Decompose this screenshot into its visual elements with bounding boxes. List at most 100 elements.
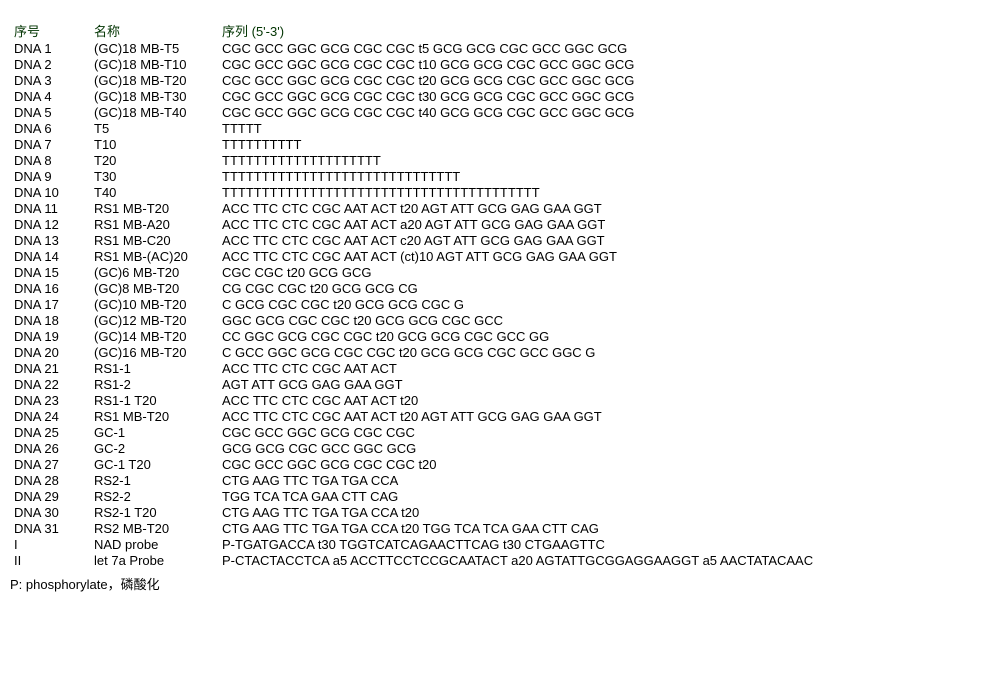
cell-name: RS2-1 T20 (90, 504, 218, 520)
cell-seq: ACC TTC CTC CGC AAT ACT t20 (218, 392, 990, 408)
table-row: DNA 4(GC)18 MB-T30CGC GCC GGC GCG CGC CG… (10, 88, 990, 104)
cell-seq: ACC TTC CTC CGC AAT ACT t20 AGT ATT GCG … (218, 408, 990, 424)
cell-seq: CC GGC GCG CGC CGC t20 GCG GCG CGC GCC G… (218, 328, 990, 344)
cell-seq: CGC GCC GGC GCG CGC CGC t40 GCG GCG CGC … (218, 104, 990, 120)
table-row: DNA 11RS1 MB-T20ACC TTC CTC CGC AAT ACT … (10, 200, 990, 216)
table-row: DNA 1(GC)18 MB-T5CGC GCC GGC GCG CGC CGC… (10, 40, 990, 56)
cell-id: DNA 30 (10, 504, 90, 520)
cell-name: RS1-1 T20 (90, 392, 218, 408)
cell-id: DNA 6 (10, 120, 90, 136)
cell-seq: GGC GCG CGC CGC t20 GCG GCG CGC GCC (218, 312, 990, 328)
cell-id: DNA 15 (10, 264, 90, 280)
cell-seq: CGC GCC GGC GCG CGC CGC (218, 424, 990, 440)
cell-name: RS1-2 (90, 376, 218, 392)
cell-name: RS2 MB-T20 (90, 520, 218, 536)
cell-id: DNA 23 (10, 392, 90, 408)
cell-name: (GC)10 MB-T20 (90, 296, 218, 312)
cell-id: DNA 24 (10, 408, 90, 424)
cell-id: DNA 26 (10, 440, 90, 456)
cell-id: I (10, 536, 90, 552)
cell-id: DNA 17 (10, 296, 90, 312)
table-row: DNA 28RS2-1CTG AAG TTC TGA TGA CCA (10, 472, 990, 488)
cell-seq: TTTTTTTTTTTTTTTTTTTTTTTTTTTTTT (218, 168, 990, 184)
cell-seq: ACC TTC CTC CGC AAT ACT (ct)10 AGT ATT G… (218, 248, 990, 264)
cell-name: T10 (90, 136, 218, 152)
table-row: DNA 22RS1-2AGT ATT GCG GAG GAA GGT (10, 376, 990, 392)
table-row: DNA 9T30TTTTTTTTTTTTTTTTTTTTTTTTTTTTTT (10, 168, 990, 184)
cell-id: DNA 18 (10, 312, 90, 328)
cell-name: (GC)18 MB-T5 (90, 40, 218, 56)
cell-name: (GC)18 MB-T20 (90, 72, 218, 88)
header-id: 序号 (10, 20, 90, 40)
cell-id: DNA 14 (10, 248, 90, 264)
cell-id: DNA 22 (10, 376, 90, 392)
cell-id: DNA 7 (10, 136, 90, 152)
table-row: DNA 24RS1 MB-T20ACC TTC CTC CGC AAT ACT … (10, 408, 990, 424)
cell-seq: CTG AAG TTC TGA TGA CCA t20 TGG TCA TCA … (218, 520, 990, 536)
cell-seq: C GCC GGC GCG CGC CGC t20 GCG GCG CGC GC… (218, 344, 990, 360)
cell-seq: ACC TTC CTC CGC AAT ACT c20 AGT ATT GCG … (218, 232, 990, 248)
cell-seq: CGC CGC t20 GCG GCG (218, 264, 990, 280)
table-row: DNA 19(GC)14 MB-T20CC GGC GCG CGC CGC t2… (10, 328, 990, 344)
table-row: DNA 13RS1 MB-C20ACC TTC CTC CGC AAT ACT … (10, 232, 990, 248)
table-row: DNA 21RS1-1ACC TTC CTC CGC AAT ACT (10, 360, 990, 376)
cell-name: (GC)18 MB-T10 (90, 56, 218, 72)
cell-name: (GC)18 MB-T40 (90, 104, 218, 120)
cell-name: RS1 MB-T20 (90, 408, 218, 424)
cell-name: RS2-1 (90, 472, 218, 488)
cell-id: DNA 8 (10, 152, 90, 168)
cell-name: GC-1 T20 (90, 456, 218, 472)
table-row: DNA 2(GC)18 MB-T10CGC GCC GGC GCG CGC CG… (10, 56, 990, 72)
cell-id: DNA 9 (10, 168, 90, 184)
cell-name: T30 (90, 168, 218, 184)
cell-id: DNA 5 (10, 104, 90, 120)
table-row: DNA 25GC-1CGC GCC GGC GCG CGC CGC (10, 424, 990, 440)
cell-name: (GC)8 MB-T20 (90, 280, 218, 296)
table-row: DNA 15(GC)6 MB-T20CGC CGC t20 GCG GCG (10, 264, 990, 280)
cell-name: T40 (90, 184, 218, 200)
cell-seq: TGG TCA TCA GAA CTT CAG (218, 488, 990, 504)
sequence-table: 序号 名称 序列 (5'-3') DNA 1(GC)18 MB-T5CGC GC… (10, 20, 990, 568)
table-row: DNA 18(GC)12 MB-T20GGC GCG CGC CGC t20 G… (10, 312, 990, 328)
cell-name: GC-1 (90, 424, 218, 440)
cell-name: RS1 MB-(AC)20 (90, 248, 218, 264)
table-header-row: 序号 名称 序列 (5'-3') (10, 20, 990, 40)
cell-name: RS1 MB-C20 (90, 232, 218, 248)
cell-id: DNA 10 (10, 184, 90, 200)
table-row: DNA 20(GC)16 MB-T20C GCC GGC GCG CGC CGC… (10, 344, 990, 360)
cell-name: (GC)16 MB-T20 (90, 344, 218, 360)
cell-name: NAD probe (90, 536, 218, 552)
table-row: DNA 7T10TTTTTTTTTT (10, 136, 990, 152)
cell-seq: ACC TTC CTC CGC AAT ACT t20 AGT ATT GCG … (218, 200, 990, 216)
cell-seq: P-TGATGACCA t30 TGGTCATCAGAACTTCAG t30 C… (218, 536, 990, 552)
cell-id: DNA 13 (10, 232, 90, 248)
table-row: DNA 16(GC)8 MB-T20CG CGC CGC t20 GCG GCG… (10, 280, 990, 296)
cell-name: (GC)12 MB-T20 (90, 312, 218, 328)
cell-id: DNA 2 (10, 56, 90, 72)
cell-id: DNA 28 (10, 472, 90, 488)
cell-name: T20 (90, 152, 218, 168)
cell-seq: CGC GCC GGC GCG CGC CGC t30 GCG GCG CGC … (218, 88, 990, 104)
table-row: DNA 17(GC)10 MB-T20C GCG CGC CGC t20 GCG… (10, 296, 990, 312)
cell-seq: GCG GCG CGC GCC GGC GCG (218, 440, 990, 456)
cell-id: DNA 25 (10, 424, 90, 440)
cell-name: (GC)14 MB-T20 (90, 328, 218, 344)
cell-seq: CTG AAG TTC TGA TGA CCA (218, 472, 990, 488)
cell-id: DNA 21 (10, 360, 90, 376)
table-row: DNA 6T5TTTTT (10, 120, 990, 136)
table-row: DNA 26GC-2GCG GCG CGC GCC GGC GCG (10, 440, 990, 456)
header-name: 名称 (90, 20, 218, 40)
cell-id: DNA 12 (10, 216, 90, 232)
table-row: DNA 14RS1 MB-(AC)20ACC TTC CTC CGC AAT A… (10, 248, 990, 264)
table-row: IIlet 7a ProbeP-CTACTACCTCA a5 ACCTTCCTC… (10, 552, 990, 568)
table-row: DNA 5(GC)18 MB-T40CGC GCC GGC GCG CGC CG… (10, 104, 990, 120)
cell-name: T5 (90, 120, 218, 136)
cell-id: DNA 29 (10, 488, 90, 504)
cell-name: (GC)6 MB-T20 (90, 264, 218, 280)
cell-id: DNA 19 (10, 328, 90, 344)
table-row: DNA 27GC-1 T20CGC GCC GGC GCG CGC CGC t2… (10, 456, 990, 472)
cell-id: II (10, 552, 90, 568)
cell-seq: CGC GCC GGC GCG CGC CGC t20 GCG GCG CGC … (218, 72, 990, 88)
cell-id: DNA 4 (10, 88, 90, 104)
cell-name: let 7a Probe (90, 552, 218, 568)
